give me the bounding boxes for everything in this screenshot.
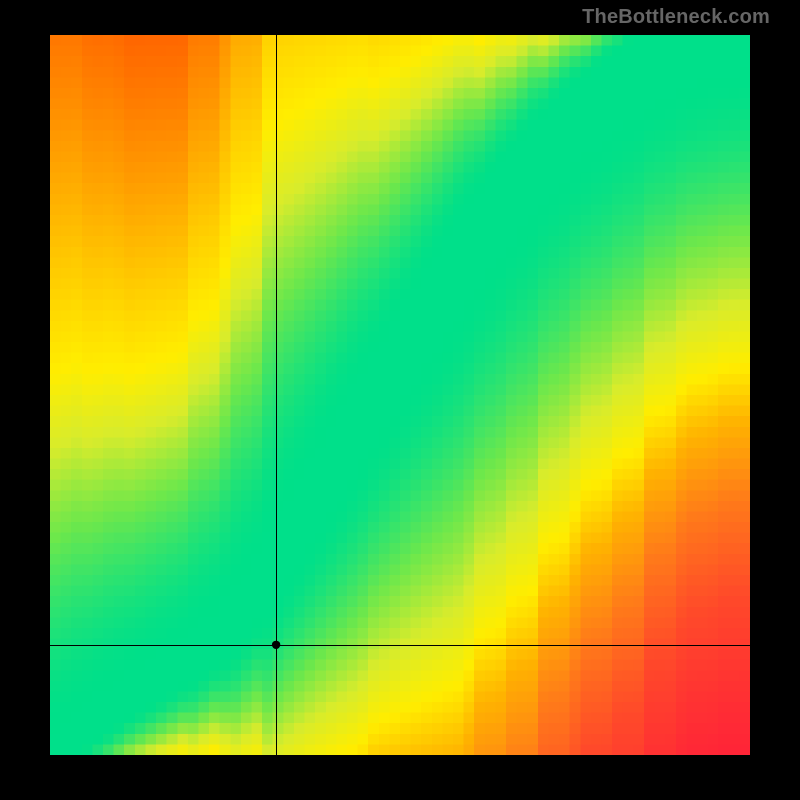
attribution-text: TheBottleneck.com	[582, 6, 770, 29]
heatmap-plot	[50, 35, 750, 755]
root: TheBottleneck.com	[0, 0, 800, 800]
crosshair-overlay	[50, 35, 750, 755]
